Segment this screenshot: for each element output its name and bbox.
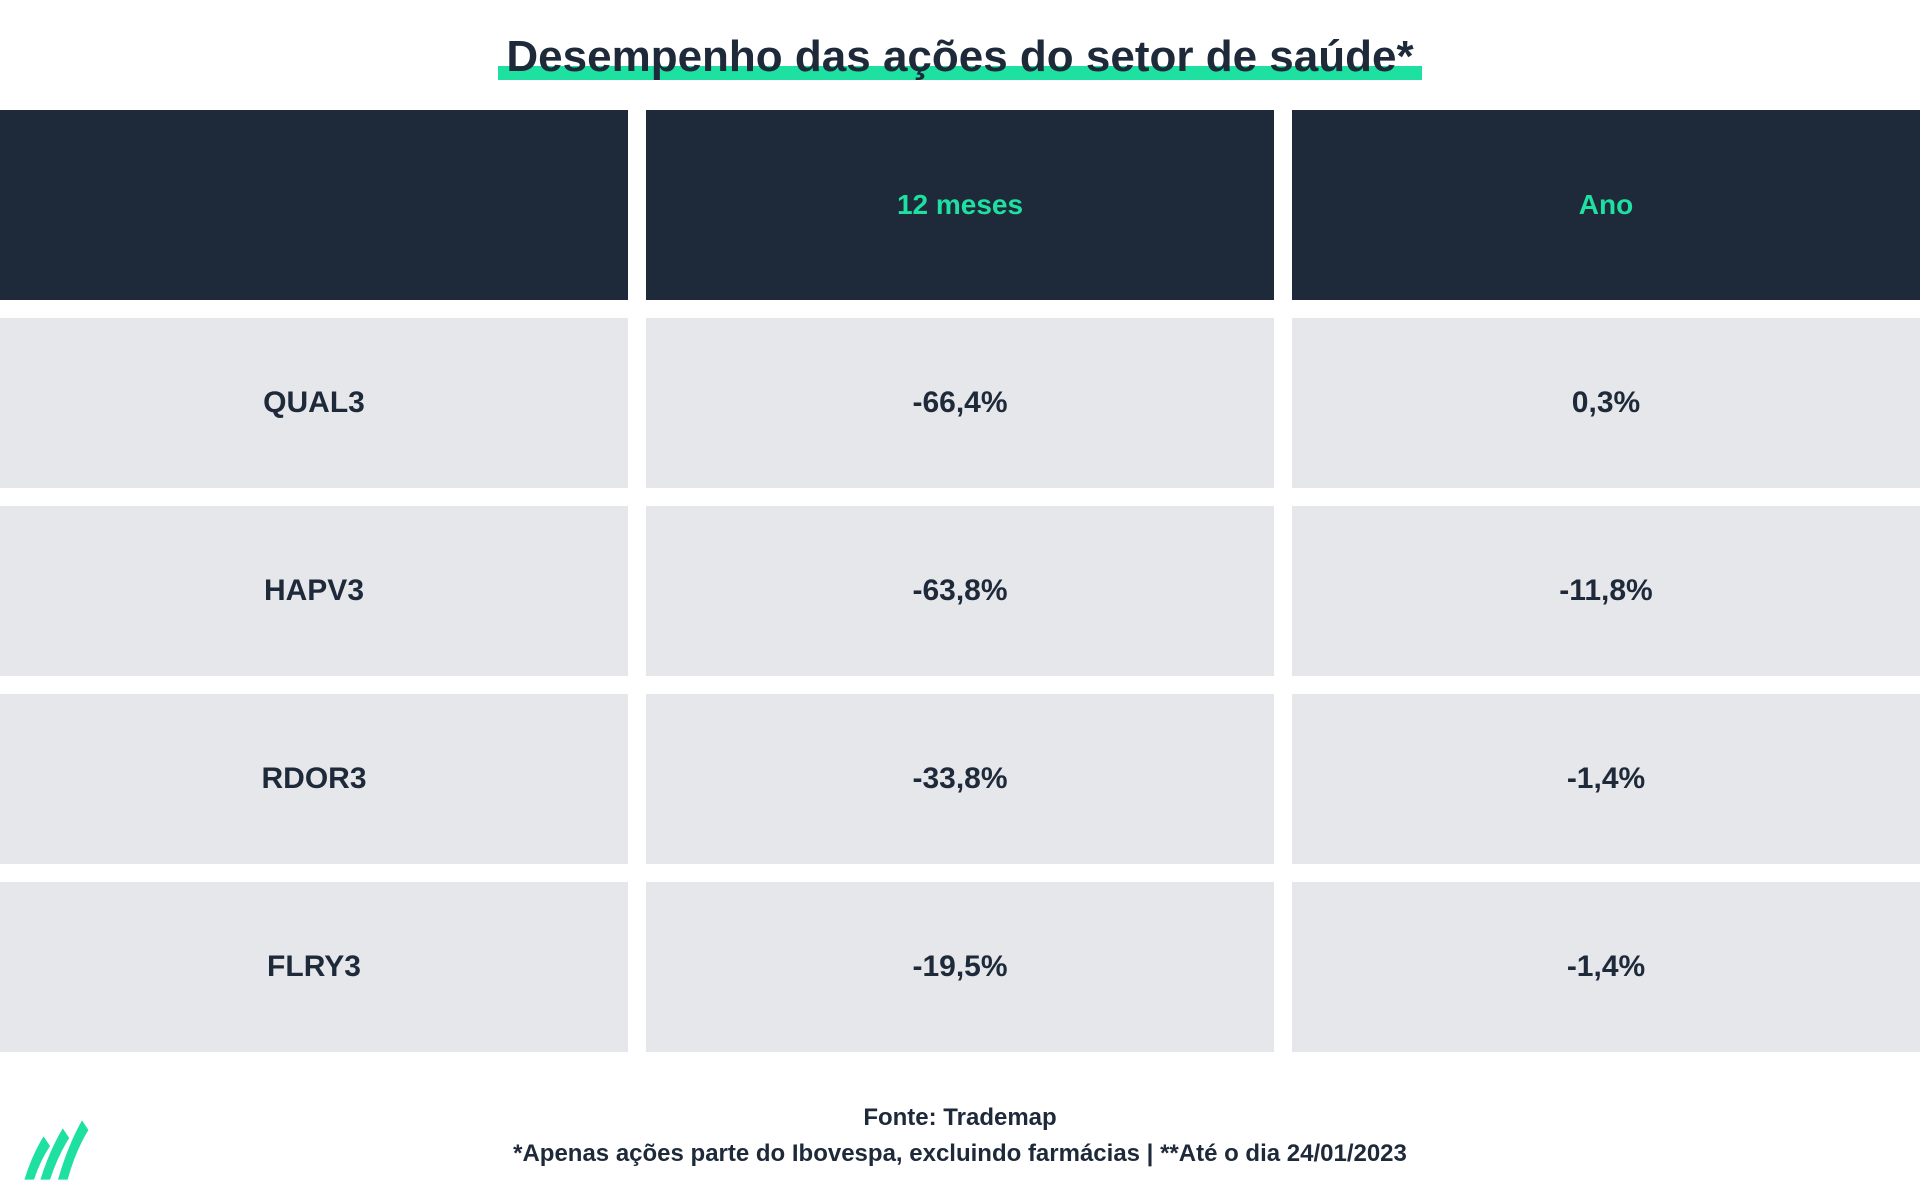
cell-year: -1,4% [1292,694,1920,864]
footer-source: Fonte: Trademap [0,1100,1920,1136]
header-col-year: Ano [1292,110,1920,300]
footer-note: *Apenas ações parte do Ibovespa, excluin… [0,1136,1920,1172]
table-row: FLRY3 -19,5% -1,4% [0,882,1920,1052]
table-row: QUAL3 -66,4% 0,3% [0,318,1920,488]
page-title: Desempenho das ações do setor de saúde* [506,32,1413,82]
row-spacer [0,676,1920,694]
table-header-row: 12 meses Ano [0,110,1920,300]
performance-table: 12 meses Ano QUAL3 -66,4% 0,3% HAPV3 -63… [0,110,1920,1076]
cell-year: -11,8% [1292,506,1920,676]
cell-12-months: -33,8% [646,694,1274,864]
title-container: Desempenho das ações do setor de saúde* [0,0,1920,110]
footer: Fonte: Trademap *Apenas ações parte do I… [0,1076,1920,1200]
brand-logo-icon [18,1106,98,1186]
header-col-ticker [0,110,628,300]
cell-year: -1,4% [1292,882,1920,1052]
title-text: Desempenho das ações do setor de saúde* [506,32,1413,81]
cell-12-months: -66,4% [646,318,1274,488]
row-spacer [0,864,1920,882]
cell-ticker: HAPV3 [0,506,628,676]
cell-12-months: -63,8% [646,506,1274,676]
row-spacer [0,300,1920,318]
cell-ticker: FLRY3 [0,882,628,1052]
table-row: RDOR3 -33,8% -1,4% [0,694,1920,864]
cell-year: 0,3% [1292,318,1920,488]
row-spacer [0,488,1920,506]
table-row: HAPV3 -63,8% -11,8% [0,506,1920,676]
cell-ticker: QUAL3 [0,318,628,488]
cell-ticker: RDOR3 [0,694,628,864]
cell-12-months: -19,5% [646,882,1274,1052]
header-col-12-months: 12 meses [646,110,1274,300]
